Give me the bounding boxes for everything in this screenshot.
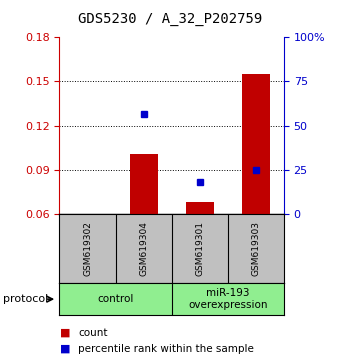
Text: miR-193
overexpression: miR-193 overexpression <box>188 288 268 310</box>
Bar <box>186 202 214 214</box>
Text: ■: ■ <box>59 344 70 354</box>
Text: protocol: protocol <box>3 294 49 304</box>
Text: GSM619303: GSM619303 <box>251 221 260 276</box>
Bar <box>242 74 270 214</box>
Text: percentile rank within the sample: percentile rank within the sample <box>78 344 254 354</box>
Text: GSM619301: GSM619301 <box>195 221 204 276</box>
Text: count: count <box>78 328 108 338</box>
Bar <box>130 154 158 214</box>
Text: GDS5230 / A_32_P202759: GDS5230 / A_32_P202759 <box>78 12 262 27</box>
Text: GSM619302: GSM619302 <box>83 221 92 276</box>
Text: control: control <box>98 294 134 304</box>
Text: GSM619304: GSM619304 <box>139 221 148 276</box>
Text: ■: ■ <box>59 328 70 338</box>
